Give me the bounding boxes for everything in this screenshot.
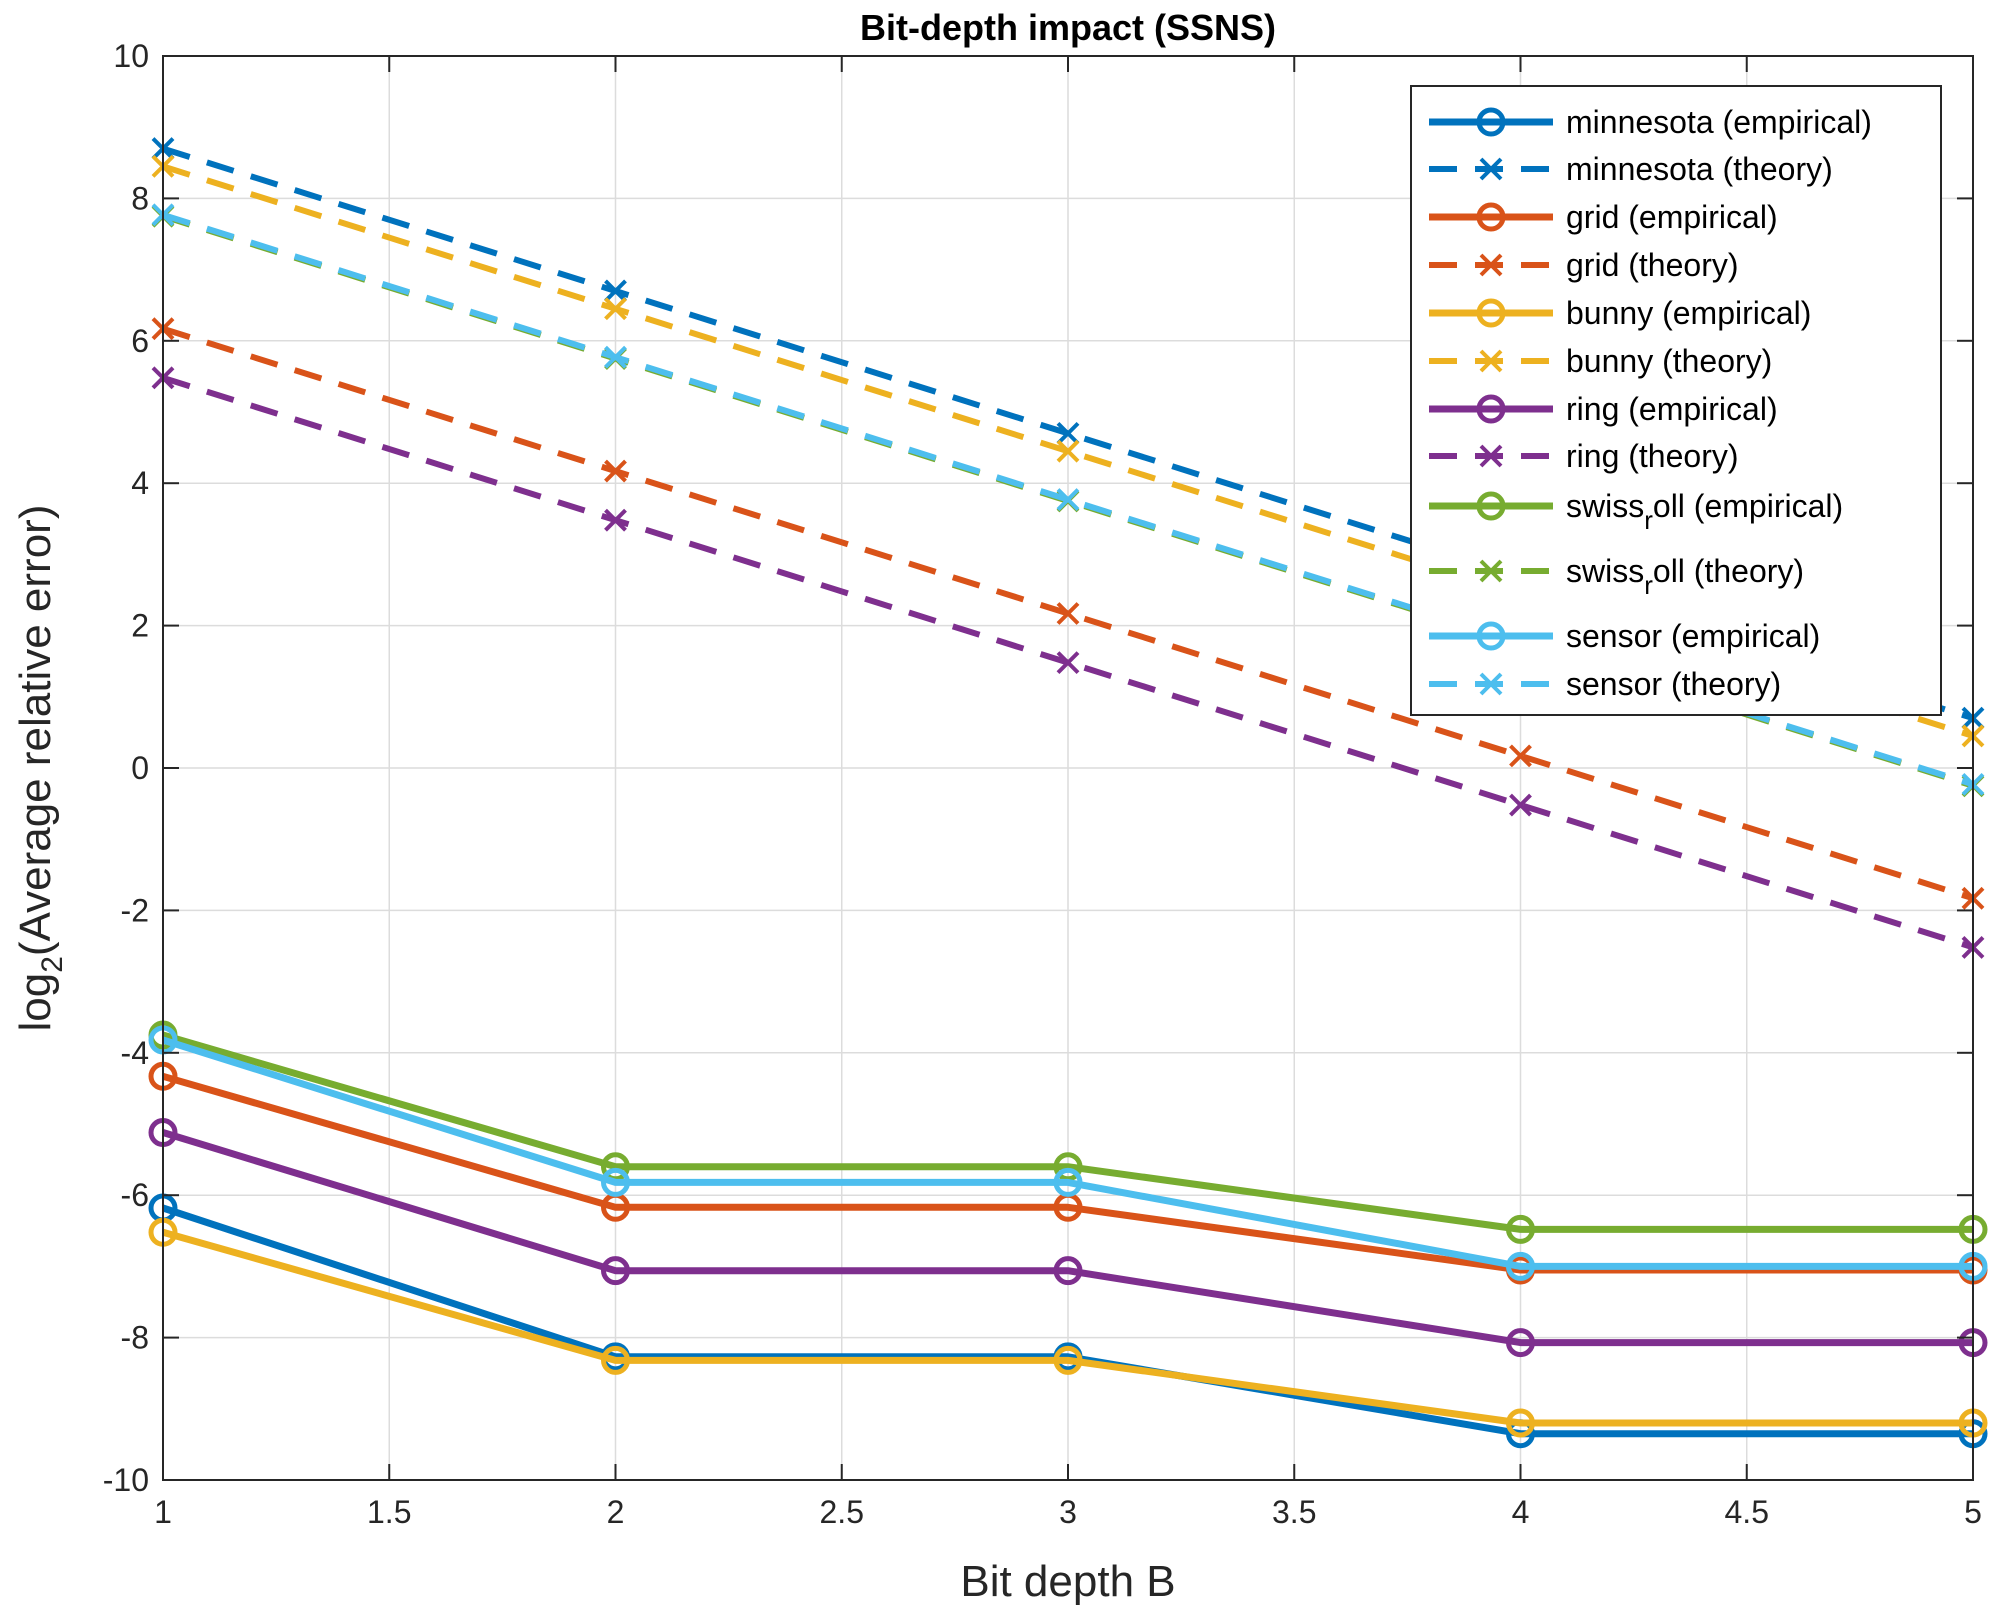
x-tick-label: 2 bbox=[607, 1494, 625, 1530]
data-point-sensor-empirical bbox=[1506, 1251, 1535, 1281]
y-tick-label: 4 bbox=[131, 465, 149, 501]
legend-label: grid (theory) bbox=[1566, 247, 1739, 283]
legend-marker bbox=[1479, 253, 1503, 277]
data-point-bunny-empirical bbox=[1053, 1345, 1083, 1375]
legend-label: ring (empirical) bbox=[1566, 391, 1778, 427]
legend-entry-grid-theory: grid (theory) bbox=[1429, 247, 1739, 283]
y-tick-label: 6 bbox=[131, 323, 149, 359]
legend-marker bbox=[1479, 672, 1503, 696]
legend-entry-sensor-empirical: sensor (empirical) bbox=[1429, 618, 1820, 654]
legend-marker bbox=[1479, 349, 1503, 373]
x-tick-label: 2.5 bbox=[820, 1494, 864, 1530]
chart-title: Bit-depth impact (SSNS) bbox=[860, 7, 1276, 48]
legend-entry-ring-theory: ring (theory) bbox=[1429, 438, 1739, 474]
legend-label: minnesota (empirical) bbox=[1566, 104, 1872, 140]
legend-marker bbox=[1479, 559, 1503, 583]
legend-marker bbox=[1476, 621, 1506, 651]
legend-entry-bunny-empirical: bunny (empirical) bbox=[1429, 295, 1811, 331]
series-line-ring-empirical bbox=[161, 1129, 1973, 1347]
data-point-sensor-empirical bbox=[601, 1167, 630, 1197]
legend-label: sensor (empirical) bbox=[1566, 618, 1820, 654]
x-tick-label: 3.5 bbox=[1272, 1494, 1316, 1530]
legend-label: swissroll (theory) bbox=[1566, 553, 1804, 600]
legend-marker bbox=[1476, 298, 1506, 328]
legend-marker bbox=[1476, 202, 1506, 232]
x-tick-label: 4.5 bbox=[1725, 1494, 1769, 1530]
data-point-grid-theory bbox=[1509, 744, 1532, 768]
data-point-ring-theory bbox=[1509, 793, 1532, 817]
data-point-swiss-roll-empirical bbox=[1053, 1152, 1083, 1182]
legend-marker bbox=[1479, 444, 1503, 468]
y-label-suffix: (Average relative error) bbox=[11, 505, 60, 957]
data-point-bunny-theory bbox=[604, 297, 627, 321]
series-line-sensor-empirical bbox=[161, 1036, 1973, 1270]
y-label-prefix: log bbox=[11, 973, 60, 1032]
y-tick-label: 10 bbox=[113, 38, 149, 74]
series-line-minnesota-empirical bbox=[161, 1204, 1973, 1438]
legend-entry-sensor-theory: sensor (theory) bbox=[1429, 666, 1781, 702]
data-point-swiss-roll-empirical bbox=[1506, 1214, 1535, 1244]
legend-marker bbox=[1476, 107, 1506, 137]
data-point-ring-theory bbox=[604, 508, 627, 532]
y-tick-label: -2 bbox=[121, 892, 149, 928]
legend-marker bbox=[1479, 157, 1503, 181]
series-line-grid-theory bbox=[162, 325, 1974, 902]
data-point-minnesota-theory bbox=[1056, 421, 1080, 445]
legend-label: bunny (empirical) bbox=[1566, 295, 1811, 331]
legend-entry-grid-empirical: grid (empirical) bbox=[1429, 199, 1778, 235]
data-point-ring-empirical bbox=[1053, 1256, 1083, 1286]
x-tick-label: 4 bbox=[1512, 1494, 1530, 1530]
legend-entry-minnesota-theory: minnesota (theory) bbox=[1429, 151, 1833, 187]
x-axis-label: Bit depth B bbox=[960, 1557, 1175, 1606]
y-tick-label: -6 bbox=[121, 1177, 149, 1213]
data-point-grid-theory bbox=[1056, 602, 1080, 625]
legend-marker bbox=[1476, 394, 1506, 424]
data-point-bunny-empirical bbox=[601, 1345, 630, 1375]
y-label-subscript: 2 bbox=[36, 956, 69, 973]
data-point-grid-theory bbox=[604, 459, 627, 483]
series-line-ring-theory bbox=[162, 374, 1974, 951]
y-axis-label: log2(Average relative error) bbox=[11, 505, 69, 1032]
legend-entry-ring-empirical: ring (empirical) bbox=[1429, 391, 1778, 427]
legend-label: swissroll (empirical) bbox=[1566, 488, 1843, 535]
x-tick-label: 5 bbox=[1964, 1494, 1982, 1530]
y-tick-label: 2 bbox=[131, 608, 149, 644]
legend-label: bunny (theory) bbox=[1566, 343, 1772, 379]
data-point-minnesota-theory bbox=[604, 279, 627, 303]
y-tick-label: 8 bbox=[131, 180, 149, 216]
y-tick-label: -8 bbox=[121, 1320, 149, 1356]
axis-ticks: 1 1.5 2 2.5 3 3.5 4 4.5 5 -10 -8 -6 -4 -2 0 2 4 6 8 10 bbox=[103, 38, 1982, 1530]
legend-entry-swiss-roll-theory: swissroll (theory) bbox=[1429, 553, 1804, 600]
series-line-swiss-roll-empirical bbox=[162, 1031, 1973, 1233]
legend-label: minnesota (theory) bbox=[1566, 151, 1833, 187]
legend-entry-bunny-theory: bunny (theory) bbox=[1429, 343, 1772, 379]
data-point-sensor-theory bbox=[1056, 488, 1080, 511]
y-tick-label: -4 bbox=[121, 1035, 149, 1071]
data-point-ring-empirical bbox=[601, 1256, 630, 1286]
data-point-bunny-empirical bbox=[1506, 1408, 1535, 1438]
legend: minnesota (empirical) minnesota (theory) g… bbox=[1410, 85, 1942, 716]
legend-entry-minnesota-empirical: minnesota (empirical) bbox=[1429, 104, 1872, 140]
data-point-ring-theory bbox=[1056, 651, 1080, 675]
data-point-swiss-roll-empirical bbox=[601, 1152, 630, 1182]
series-line-bunny-empirical bbox=[162, 1228, 1973, 1427]
data-point-sensor-empirical bbox=[1053, 1167, 1083, 1197]
data-point-ring-empirical bbox=[1506, 1328, 1535, 1358]
data-point-bunny-theory bbox=[1056, 439, 1080, 463]
legend-label: grid (empirical) bbox=[1566, 199, 1778, 235]
legend-label: ring (theory) bbox=[1566, 438, 1739, 474]
legend-entry-swiss-roll-empirical: swissroll (empirical) bbox=[1429, 488, 1843, 535]
data-point-sensor-theory bbox=[604, 345, 627, 369]
x-tick-label: 1.5 bbox=[367, 1494, 411, 1530]
y-tick-label: -10 bbox=[103, 1462, 149, 1498]
legend-label: sensor (theory) bbox=[1566, 666, 1781, 702]
x-tick-label: 1 bbox=[154, 1494, 172, 1530]
x-tick-label: 3 bbox=[1059, 1494, 1077, 1530]
series-line-grid-empirical bbox=[162, 1072, 1973, 1274]
y-tick-label: 0 bbox=[131, 750, 149, 786]
legend-marker bbox=[1476, 491, 1506, 521]
